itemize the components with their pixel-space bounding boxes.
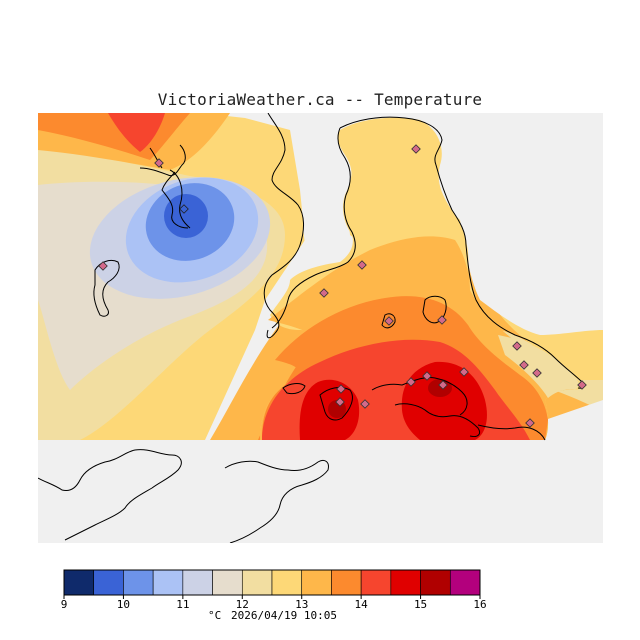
legend-tick-label: 10 [117, 598, 130, 611]
legend-bin [390, 569, 421, 596]
coast-mainland-west [161, 169, 191, 229]
coast-island-b [381, 313, 396, 329]
station-marker[interactable] [577, 380, 587, 390]
legend-tick-label: 14 [355, 598, 369, 611]
station-marker[interactable] [525, 418, 535, 428]
legend-tick-label: 9 [61, 598, 68, 611]
station-markers [98, 144, 587, 428]
coast-south-3 [371, 377, 468, 416]
map-title: VictoriaWeather.ca -- Temperature [157, 90, 483, 109]
station-marker[interactable] [384, 316, 394, 326]
gray-east-strip [545, 400, 603, 440]
legend-tick-label: 16 [473, 598, 486, 611]
station-marker[interactable] [437, 315, 447, 325]
legend-tick-label: 13 [295, 598, 308, 611]
legend-bins [63, 569, 481, 596]
timestamp-label: 2026/04/19 10:05 [231, 609, 337, 622]
unit-label: °C [208, 609, 221, 622]
contour-northwest-14 [108, 113, 165, 152]
legend-bin [93, 569, 124, 596]
legend-bin [123, 569, 154, 596]
legend-bin [360, 569, 392, 596]
station-marker[interactable] [336, 384, 346, 394]
gray-south-area [38, 440, 603, 543]
legend-bin [331, 569, 362, 596]
legend-bin [241, 569, 273, 596]
legend-tick-label: 12 [236, 598, 249, 611]
coast-south-2 [319, 387, 353, 421]
legend-bin [63, 569, 95, 596]
station-marker[interactable] [406, 377, 416, 387]
station-marker[interactable] [319, 288, 329, 298]
station-marker[interactable] [98, 261, 108, 271]
coast-south-1 [282, 383, 306, 395]
coast-south-east [477, 424, 546, 441]
coast-east-mainland [263, 113, 304, 339]
station-marker[interactable] [438, 380, 448, 390]
coast-island-a [422, 295, 447, 324]
legend-tick-label: 11 [176, 598, 189, 611]
station-marker[interactable] [459, 367, 469, 377]
station-marker[interactable] [357, 260, 367, 270]
coast-inlet-west [93, 259, 120, 317]
station-marker[interactable] [154, 158, 164, 168]
legend-bin [301, 569, 332, 596]
east-far-12 [498, 335, 580, 398]
legend-bin [449, 569, 481, 596]
coast-south-4 [394, 403, 481, 437]
legend-bin [420, 569, 451, 596]
station-marker[interactable] [179, 204, 189, 214]
coast-mainland-north [139, 144, 186, 177]
coast-peninsula [339, 116, 585, 389]
legend-frame [63, 569, 481, 596]
station-marker[interactable] [360, 399, 370, 409]
legend-bin [182, 569, 213, 596]
coast-peninsula-west [271, 127, 356, 329]
station-marker[interactable] [519, 360, 529, 370]
coast-south-mainland [38, 449, 182, 541]
station-marker[interactable] [411, 144, 421, 154]
coast-south-island [224, 459, 329, 543]
legend-bin [152, 569, 184, 596]
legend-tick-label: 15 [414, 598, 427, 611]
coastlines [38, 113, 585, 543]
station-marker[interactable] [532, 368, 542, 378]
legend-bin [212, 569, 243, 596]
station-marker[interactable] [335, 397, 345, 407]
legend-ticks: 9 10 11 12 13 14 15 16 [61, 595, 487, 611]
coast-inlet-north [149, 147, 163, 169]
contour-9-5 [164, 194, 208, 238]
legend-bin [271, 569, 303, 596]
station-marker[interactable] [422, 371, 432, 381]
east-hot-14-5-east [401, 361, 487, 440]
station-marker[interactable] [512, 341, 522, 351]
